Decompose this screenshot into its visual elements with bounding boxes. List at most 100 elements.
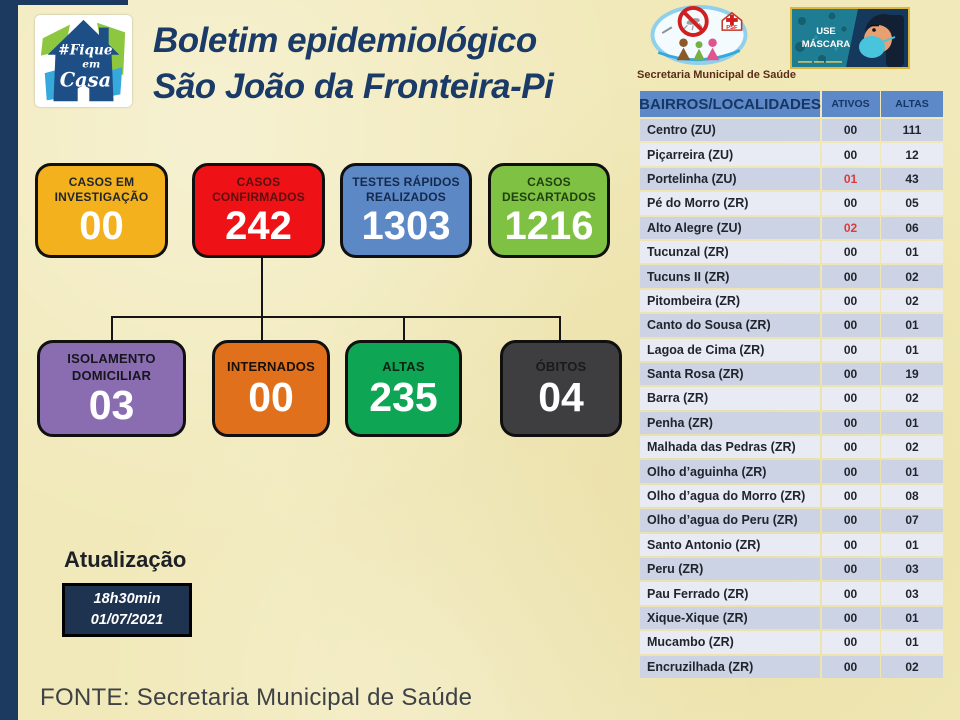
- cell-ativos: 00: [821, 411, 880, 435]
- connector-line: [111, 316, 561, 318]
- table-row: Olho d’aguinha (ZR) 00 01: [640, 460, 943, 483]
- table-row: Encruzilhada (ZR) 00 02: [640, 655, 943, 678]
- title-line-2: São João da Fronteira-Pi: [153, 66, 554, 106]
- col-header-ativos: ATIVOS: [821, 91, 880, 117]
- top-accent-bar: [0, 0, 128, 5]
- card-label: CASOS DESCARTADOS: [502, 175, 596, 204]
- update-box: 18h30min 01/07/2021: [62, 583, 192, 637]
- cell-bairro: Portelinha (ZU): [640, 167, 820, 191]
- card-value: 1303: [361, 204, 451, 248]
- table-header-row: BAIRROS/LOCALIDADES ATIVOS ALTAS: [639, 91, 943, 117]
- use-mask-banner: USE MÁSCARA: [790, 7, 910, 69]
- col-header-altas: ALTAS: [881, 91, 943, 117]
- table-row: Xique-Xique (ZR) 00 01: [640, 606, 943, 630]
- cell-altas: 01: [881, 533, 943, 557]
- table-row: Tucuns II (ZR) 00 02: [640, 265, 943, 288]
- table-row: Piçarreira (ZU) 00 12: [640, 143, 943, 166]
- card-obitos: ÓBITOS 04: [500, 340, 622, 437]
- mask-banner-line-2: MÁSCARA: [802, 39, 851, 50]
- cell-altas: 111: [881, 119, 943, 142]
- cell-ativos: 00: [821, 338, 880, 361]
- cell-altas: 01: [881, 338, 943, 361]
- cell-ativos: 00: [821, 265, 880, 288]
- cell-bairro: Centro (ZU): [640, 119, 820, 142]
- card-value: 1216: [504, 204, 594, 248]
- cell-altas: 43: [881, 167, 943, 191]
- table-row: Santa Rosa (ZR) 00 19: [640, 362, 943, 386]
- cell-bairro: Olho d’aguinha (ZR): [640, 460, 820, 483]
- cell-altas: 07: [881, 509, 943, 532]
- home-logo-text-3: Casa: [60, 69, 111, 92]
- cell-bairro: Piçarreira (ZU): [640, 143, 820, 166]
- col-header-bairros: BAIRROS/LOCALIDADES: [639, 91, 821, 117]
- cell-ativos: 00: [821, 484, 880, 508]
- connector-line: [559, 316, 561, 340]
- connector-line: [111, 316, 113, 340]
- card-value: 04: [538, 373, 584, 420]
- page-title: Boletim epidemiológico São João da Front…: [153, 18, 554, 109]
- cell-altas: 03: [881, 582, 943, 605]
- cell-ativos: 00: [821, 558, 880, 581]
- cell-ativos: 00: [821, 143, 880, 166]
- cell-ativos: 00: [821, 533, 880, 557]
- cell-altas: 01: [881, 606, 943, 630]
- cell-altas: 02: [881, 436, 943, 459]
- cell-ativos: 00: [821, 387, 880, 410]
- cell-altas: 01: [881, 631, 943, 654]
- cell-altas: 01: [881, 460, 943, 483]
- table-row: Malhada das Pedras (ZR) 00 02: [640, 436, 943, 459]
- cell-bairro: Barra (ZR): [640, 387, 820, 410]
- update-date: 01/07/2021: [90, 612, 164, 628]
- cell-altas: 01: [881, 240, 943, 264]
- cell-ativos: 00: [821, 314, 880, 337]
- card-internados: INTERNADOS 00: [212, 340, 330, 437]
- card-value: 03: [88, 381, 135, 428]
- cell-bairro: Tucuns II (ZR): [640, 265, 820, 288]
- cell-ativos: 00: [821, 509, 880, 532]
- card-value: 00: [79, 204, 124, 248]
- cell-bairro: Santo Antonio (ZR): [640, 533, 820, 557]
- card-casos-confirmados: CASOS CONFIRMADOS 242: [192, 163, 325, 258]
- cell-bairro: Tucunzal (ZR): [640, 240, 820, 264]
- fine-print-strip: [798, 61, 842, 63]
- cell-altas: 19: [881, 362, 943, 386]
- card-casos-descartados: CASOS DESCARTADOS 1216: [488, 163, 610, 258]
- table-row: Peru (ZR) 00 03: [640, 558, 943, 581]
- cell-ativos: 00: [821, 289, 880, 313]
- table-row: Penha (ZR) 00 01: [640, 411, 943, 435]
- cell-bairro: Encruzilhada (ZR): [640, 655, 820, 678]
- connector-line: [261, 258, 263, 340]
- cell-altas: 08: [881, 484, 943, 508]
- cell-altas: 03: [881, 558, 943, 581]
- table-row: Pé do Morro (ZR) 00 05: [640, 192, 943, 215]
- card-label: ÓBITOS: [535, 359, 587, 375]
- connector-line: [403, 316, 405, 340]
- cell-ativos: 00: [821, 460, 880, 483]
- family-figures-icon: [676, 38, 720, 61]
- cell-ativos: 00: [821, 606, 880, 630]
- cell-bairro: Canto do Sousa (ZR): [640, 314, 820, 337]
- cell-bairro: Penha (ZR): [640, 411, 820, 435]
- cell-bairro: Lagoa de Cima (ZR): [640, 338, 820, 361]
- cell-altas: 01: [881, 314, 943, 337]
- cell-altas: 05: [881, 192, 943, 215]
- cell-ativos: 00: [821, 119, 880, 142]
- cell-ativos: 00: [821, 655, 880, 678]
- stay-home-logo: #Fique em Casa: [35, 15, 132, 107]
- update-title: Atualização: [64, 547, 187, 572]
- left-accent-bar: [0, 0, 18, 720]
- card-label: INTERNADOS: [227, 359, 315, 375]
- home-logo-text-1: #Fique: [58, 43, 112, 59]
- cell-bairro: Olho d’agua do Morro (ZR): [640, 484, 820, 508]
- cell-ativos: 00: [821, 436, 880, 459]
- cell-altas: 02: [881, 387, 943, 410]
- card-testes-rapidos: TESTES RÁPIDOS REALIZADOS 1303: [340, 163, 472, 258]
- cell-ativos: 00: [821, 582, 880, 605]
- table-row: Barra (ZR) 00 02: [640, 387, 943, 410]
- card-casos-em-investigacao: CASOS EM INVESTIGAÇÃO 00: [35, 163, 168, 258]
- cell-altas: 02: [881, 265, 943, 288]
- health-secretariat-logo: PSF: [650, 4, 748, 66]
- cell-ativos: 01: [821, 167, 880, 191]
- card-value: 235: [369, 373, 438, 420]
